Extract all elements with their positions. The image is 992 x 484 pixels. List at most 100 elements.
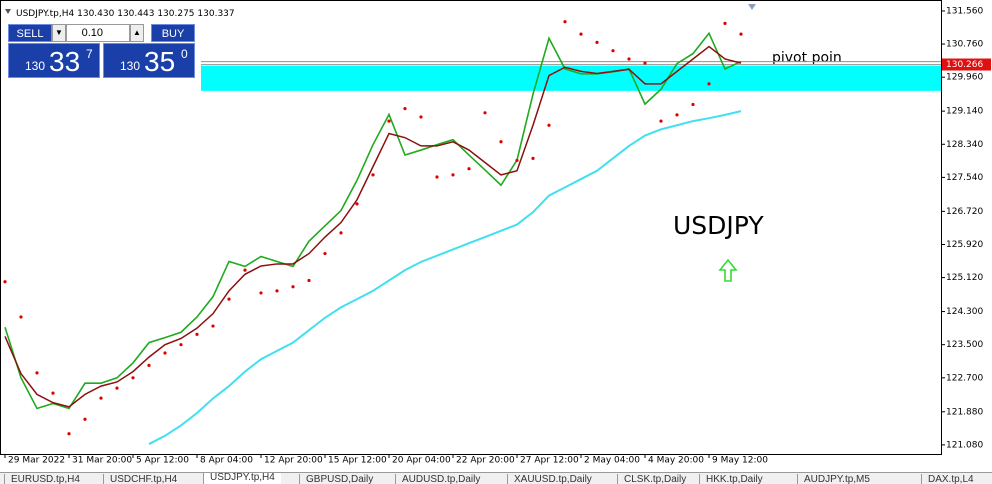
sar-dot bbox=[307, 278, 311, 283]
sar-dot bbox=[483, 111, 487, 115]
pivot-zone bbox=[201, 65, 941, 91]
sar-dot bbox=[595, 40, 599, 45]
sar-dot bbox=[659, 119, 663, 123]
sar-dot bbox=[515, 158, 519, 163]
shift-marker bbox=[748, 4, 756, 10]
sar-dot bbox=[211, 324, 215, 328]
y-tick-label: 125.120 bbox=[946, 273, 983, 283]
close: 130.337 bbox=[197, 9, 234, 19]
trade-panel: SELL ▼ 0.10 ▲ BUY 130 33 7 130 35 0 bbox=[8, 24, 195, 78]
x-tick-label: 29 Mar 2022 bbox=[8, 456, 65, 466]
chart-tab[interactable]: HKK.tp,Daily bbox=[699, 474, 769, 484]
sar-dot bbox=[547, 123, 551, 127]
y-tick-label: 124.300 bbox=[946, 307, 983, 317]
x-tick-label: 8 Apr 04:00 bbox=[200, 456, 253, 466]
sar-dot bbox=[179, 343, 183, 347]
sar-dot bbox=[19, 315, 23, 319]
sar-dot bbox=[419, 115, 423, 119]
sar-dot bbox=[3, 280, 7, 284]
sar-dot bbox=[275, 289, 279, 293]
x-tick-label: 12 Apr 20:00 bbox=[264, 456, 323, 466]
ask-main: 35 bbox=[144, 46, 176, 77]
y-tick-label: 130.760 bbox=[946, 40, 983, 50]
sar-dot bbox=[115, 386, 119, 390]
sar-dot bbox=[323, 251, 327, 256]
sar-dot bbox=[291, 285, 295, 289]
lot-down[interactable]: ▼ bbox=[52, 24, 66, 42]
sar-dot bbox=[259, 291, 263, 295]
x-tick-label: 5 Apr 12:00 bbox=[136, 456, 189, 466]
y-tick-label: 121.880 bbox=[946, 407, 983, 417]
tab-bar: EURUSD.tp,H4 USDCHF.tp,H4 USDJPY.tp,H4 GBPU… bbox=[0, 472, 992, 484]
chart-tab[interactable]: AUDUSD.tp,Daily bbox=[395, 474, 486, 484]
x-tick-label: 22 Apr 20:00 bbox=[456, 456, 515, 466]
sar-dot bbox=[707, 82, 711, 86]
sar-dot bbox=[227, 297, 231, 301]
sar-dot bbox=[579, 32, 583, 36]
series-line bbox=[148, 110, 742, 445]
sar-dot bbox=[195, 332, 199, 336]
sar-dot bbox=[627, 57, 631, 61]
sar-dot bbox=[451, 173, 455, 177]
y-tick-label: 123.500 bbox=[946, 340, 983, 350]
buy-button[interactable]: BUY bbox=[151, 24, 195, 42]
sar-dot bbox=[339, 231, 343, 235]
sar-dot bbox=[83, 417, 87, 421]
sar-dot bbox=[723, 21, 727, 25]
sar-dot bbox=[435, 175, 439, 179]
y-tick-label: 129.140 bbox=[946, 107, 983, 117]
ask-quote[interactable]: 130 35 0 bbox=[103, 43, 195, 78]
sar-dot bbox=[99, 396, 103, 400]
sar-dot bbox=[675, 113, 679, 117]
up-arrow bbox=[718, 258, 738, 282]
lot-up[interactable]: ▲ bbox=[130, 24, 144, 42]
pivot-label: pivot poin bbox=[772, 50, 842, 66]
ask-frac: 0 bbox=[181, 47, 188, 61]
plot-frame bbox=[0, 0, 942, 455]
sar-dot bbox=[35, 371, 39, 375]
chart-tab[interactable]: GBPUSD,Daily bbox=[299, 474, 379, 484]
x-tick-label: 31 Mar 20:00 bbox=[72, 456, 132, 466]
sar-dot bbox=[243, 268, 247, 272]
y-tick-label: 131.560 bbox=[946, 6, 983, 16]
chart-tab[interactable]: AUDJPY.tp,M5 bbox=[797, 474, 876, 484]
sar-dot bbox=[371, 173, 375, 177]
x-tick-label: 9 May 12:00 bbox=[712, 456, 768, 466]
sar-dot bbox=[163, 351, 167, 355]
symbol-annotation: USDJPY bbox=[673, 211, 764, 240]
bid-frac: 7 bbox=[86, 47, 93, 61]
bid-main: 33 bbox=[49, 46, 81, 77]
y-tick-label: 125.920 bbox=[946, 240, 983, 250]
bid-quote[interactable]: 130 33 7 bbox=[8, 43, 100, 78]
chart-header: USDJPY.tp,H4 130.430 130.443 130.275 130… bbox=[16, 9, 235, 19]
chart: USDJPY.tp,H4 130.430 130.443 130.275 130… bbox=[0, 0, 991, 466]
chart-tab[interactable]: EURUSD.tp,H4 bbox=[4, 474, 86, 484]
x-tick-label: 15 Apr 12:00 bbox=[328, 456, 387, 466]
sell-button[interactable]: SELL bbox=[8, 24, 52, 42]
lot-input[interactable]: 0.10 bbox=[66, 24, 130, 42]
chart-tab[interactable]: DAX.tp,L4 bbox=[921, 474, 980, 484]
y-tick-label: 122.700 bbox=[946, 373, 983, 383]
chart-tab[interactable]: CLSK.tp,Daily bbox=[617, 474, 692, 484]
y-tick-label: 126.720 bbox=[946, 207, 983, 217]
sar-dot bbox=[403, 107, 407, 111]
series-line bbox=[4, 45, 742, 408]
sar-dot bbox=[387, 119, 391, 123]
sar-dot bbox=[531, 156, 535, 160]
y-tick-label: 129.960 bbox=[946, 73, 983, 83]
sar-dot bbox=[147, 363, 151, 367]
x-tick-label: 4 May 20:00 bbox=[648, 456, 704, 466]
sar-dot bbox=[467, 167, 471, 171]
chart-tab[interactable]: USDJPY.tp,H4 bbox=[203, 473, 281, 484]
sar-dot bbox=[643, 61, 647, 65]
header-icon bbox=[5, 9, 11, 14]
price-label-box bbox=[942, 58, 991, 71]
sar-dot bbox=[563, 20, 567, 24]
chart-tab[interactable]: XAUUSD.tp,Daily bbox=[507, 474, 598, 484]
chart-tab[interactable]: USDCHF.tp,H4 bbox=[103, 474, 183, 484]
sar-dot bbox=[67, 432, 71, 436]
sar-dot bbox=[739, 32, 743, 36]
bid-big: 130 bbox=[25, 59, 46, 73]
sar-dot bbox=[131, 376, 135, 380]
